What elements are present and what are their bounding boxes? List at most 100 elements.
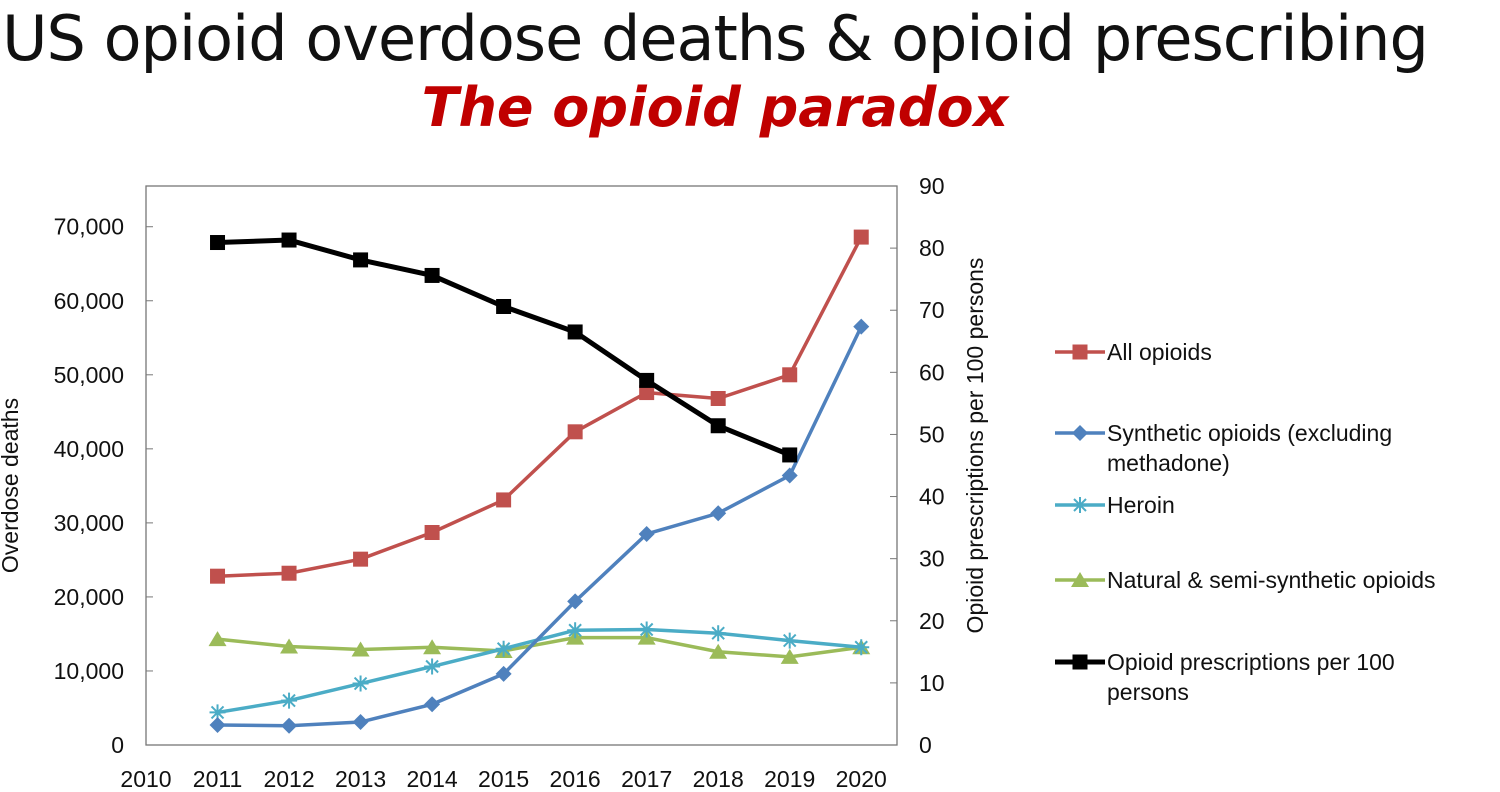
legend-label: All opioids (1107, 339, 1212, 365)
x-tick-label: 2011 (193, 766, 242, 792)
legend-label: Opioid prescriptions per 100 persons (1107, 649, 1395, 705)
slide-subtitle: The opioid paradox (421, 76, 1009, 139)
data-point (853, 639, 870, 656)
y2-tick-label: 20 (919, 608, 945, 634)
data-point (281, 232, 297, 248)
data-point (496, 298, 512, 314)
data-point (567, 593, 584, 610)
series-line (217, 236, 863, 578)
y-tick-label: 50,000 (54, 362, 124, 388)
data-point (424, 696, 441, 713)
y2-tick-label: 70 (919, 297, 945, 323)
legend-swatch (1055, 425, 1105, 441)
data-point (710, 418, 726, 434)
y2-tick-label: 30 (919, 546, 945, 572)
data-point (853, 318, 870, 335)
data-point (638, 525, 655, 542)
series-line (217, 627, 862, 715)
data-point (209, 704, 226, 721)
y2-tick-label: 0 (919, 732, 932, 758)
y-tick-label: 20,000 (54, 584, 124, 610)
data-point (781, 632, 798, 649)
data-point (352, 675, 369, 692)
plot-frame (145, 185, 898, 746)
x-tick-label: 2019 (764, 766, 815, 792)
data-point (424, 525, 440, 541)
data-point (780, 648, 799, 664)
data-point (710, 625, 727, 642)
series-line (217, 635, 862, 659)
legend-swatch (1055, 572, 1105, 587)
x-tick-label: 2015 (478, 766, 529, 792)
legend-marker (1072, 654, 1088, 670)
x-tick-label: 2013 (335, 766, 386, 792)
legend-swatch (1055, 654, 1105, 670)
series-line (217, 237, 791, 458)
data-point (353, 551, 369, 567)
x-tick-label: 2017 (621, 766, 672, 792)
data-point (496, 492, 512, 508)
series-synthetic-opioids-excluding-methadone- (209, 318, 870, 734)
y2-tick-label: 60 (919, 359, 945, 385)
data-point (639, 372, 655, 388)
data-point (208, 631, 227, 647)
data-point (782, 447, 798, 463)
y2-tick-label: 10 (919, 670, 945, 696)
data-point (280, 638, 299, 654)
y2-tick-label: 40 (919, 484, 945, 510)
legend-swatch (1055, 497, 1105, 513)
data-point (709, 643, 728, 659)
y2-axis-label: Opioid prescriptions per 100 persons (962, 258, 988, 634)
data-point (281, 717, 298, 734)
y2-tick-label: 90 (919, 173, 945, 199)
x-tick-label: 2012 (263, 766, 314, 792)
data-point (853, 229, 869, 245)
data-point (495, 640, 512, 657)
data-point (638, 621, 655, 638)
slide-title: US opioid overdose deaths & opioid presc… (2, 2, 1429, 75)
data-point (710, 505, 727, 522)
series-natural-semi-synthetic-opioids (208, 629, 871, 664)
data-point (567, 622, 584, 639)
series-opioid-prescriptions-per-100-persons (210, 232, 798, 463)
y-tick-label: 30,000 (54, 510, 124, 536)
x-tick-label: 2014 (407, 766, 458, 792)
y-tick-label: 70,000 (54, 214, 124, 240)
data-point (710, 390, 726, 406)
y-axis-label: Overdose deaths (0, 398, 23, 573)
x-tick-label: 2016 (550, 766, 601, 792)
legend-marker (1072, 425, 1088, 441)
y-tick-label: 40,000 (54, 436, 124, 462)
data-point (281, 692, 298, 709)
data-point (281, 565, 297, 581)
data-point (210, 235, 226, 251)
data-point (781, 467, 798, 484)
y-tick-label: 0 (111, 732, 124, 758)
legend-label: Synthetic opioids (excluding methadone) (1107, 420, 1393, 476)
series-all-opioids (210, 229, 869, 584)
data-point (424, 267, 440, 283)
legend-marker (1072, 344, 1088, 360)
x-tick-label: 2018 (693, 766, 744, 792)
legend-label: Heroin (1107, 492, 1175, 518)
data-point (351, 641, 370, 657)
series-line (217, 325, 863, 728)
y-tick-label: 60,000 (54, 288, 124, 314)
x-tick-label: 2020 (836, 766, 887, 792)
y2-tick-label: 80 (919, 235, 945, 261)
data-point (567, 324, 583, 340)
legend-marker (1072, 497, 1088, 513)
y2-tick-label: 50 (919, 421, 945, 447)
data-point (423, 639, 442, 655)
data-point (424, 658, 441, 675)
legend-marker (1071, 572, 1089, 587)
data-point (209, 717, 226, 734)
x-tick-label: 2010 (120, 766, 171, 792)
data-point (352, 714, 369, 731)
data-point (782, 367, 798, 383)
data-point (353, 252, 369, 268)
y-tick-label: 10,000 (54, 658, 124, 684)
data-point (567, 424, 583, 440)
